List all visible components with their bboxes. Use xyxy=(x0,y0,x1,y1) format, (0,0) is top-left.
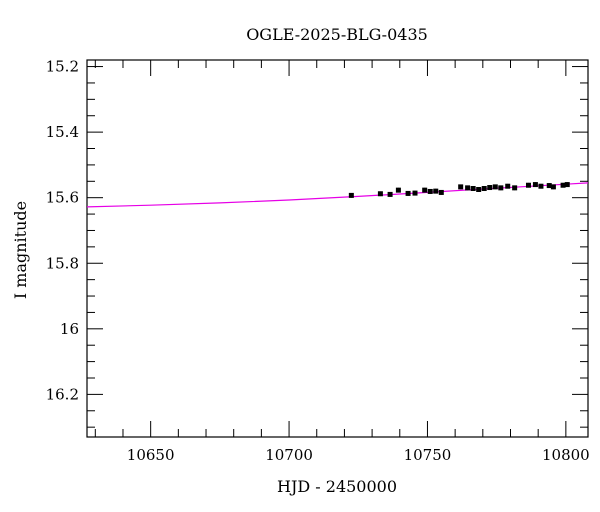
data-point xyxy=(433,188,439,194)
x-tick-label: 10750 xyxy=(404,446,452,464)
data-point xyxy=(538,183,544,189)
point-marker xyxy=(427,188,433,194)
point-marker xyxy=(422,187,428,193)
point-marker xyxy=(458,184,464,190)
data-point xyxy=(498,185,504,191)
data-point xyxy=(532,182,538,188)
y-tick-label: 15.8 xyxy=(46,254,79,272)
data-point xyxy=(387,191,393,197)
data-point xyxy=(395,187,401,193)
data-point xyxy=(377,191,383,197)
point-marker xyxy=(433,188,439,194)
data-point xyxy=(550,184,556,190)
point-marker xyxy=(476,186,482,192)
x-axis-title: HJD - 2450000 xyxy=(277,477,397,496)
y-tick-label: 15.4 xyxy=(46,123,79,141)
point-marker xyxy=(546,183,552,189)
point-marker xyxy=(512,185,518,191)
point-marker xyxy=(377,191,383,197)
point-marker xyxy=(505,183,511,189)
y-axis-title: I magnitude xyxy=(11,201,30,299)
plot-frame xyxy=(86,59,589,438)
data-point xyxy=(427,188,433,194)
data-point xyxy=(348,192,354,198)
point-marker xyxy=(405,190,411,196)
data-point xyxy=(505,183,511,189)
chart-title: OGLE-2025-BLG-0435 xyxy=(246,25,428,44)
data-points-layer xyxy=(348,182,570,198)
y-tick-label: 15.6 xyxy=(46,189,79,207)
point-marker xyxy=(538,183,544,189)
point-marker xyxy=(387,191,393,197)
point-marker xyxy=(348,192,354,198)
x-tick-labels: 10650 10700 10750 10800 xyxy=(127,446,590,464)
point-marker xyxy=(560,182,566,188)
point-marker xyxy=(525,182,531,188)
point-marker xyxy=(438,189,444,195)
y-tick-label: 15.2 xyxy=(46,58,79,76)
y-tick-labels: 15.2 15.4 15.6 15.8 16 16.2 xyxy=(46,58,79,404)
data-point xyxy=(476,186,482,192)
data-point xyxy=(458,184,464,190)
data-point xyxy=(546,183,552,189)
x-tick-label: 10800 xyxy=(542,446,590,464)
data-point xyxy=(405,190,411,196)
data-point xyxy=(525,182,531,188)
x-tick-label: 10700 xyxy=(265,446,313,464)
data-point xyxy=(560,182,566,188)
data-point xyxy=(422,187,428,193)
data-point xyxy=(465,185,471,191)
data-point xyxy=(470,186,476,192)
data-point xyxy=(438,189,444,195)
data-point xyxy=(487,185,493,191)
tick-marks xyxy=(87,60,588,437)
point-marker xyxy=(487,185,493,191)
point-marker xyxy=(550,184,556,190)
point-marker xyxy=(465,185,471,191)
data-point xyxy=(492,184,498,190)
point-marker xyxy=(532,182,538,188)
point-marker xyxy=(492,184,498,190)
point-marker xyxy=(481,186,487,192)
data-point xyxy=(481,186,487,192)
data-point xyxy=(512,185,518,191)
x-tick-label: 10650 xyxy=(127,446,175,464)
y-tick-label: 16 xyxy=(60,320,79,338)
data-point xyxy=(412,190,418,196)
point-marker xyxy=(412,190,418,196)
point-marker xyxy=(395,187,401,193)
data-point xyxy=(564,182,570,188)
point-marker xyxy=(564,182,570,188)
point-marker xyxy=(498,185,504,191)
y-tick-label: 16.2 xyxy=(46,385,79,403)
point-marker xyxy=(470,186,476,192)
